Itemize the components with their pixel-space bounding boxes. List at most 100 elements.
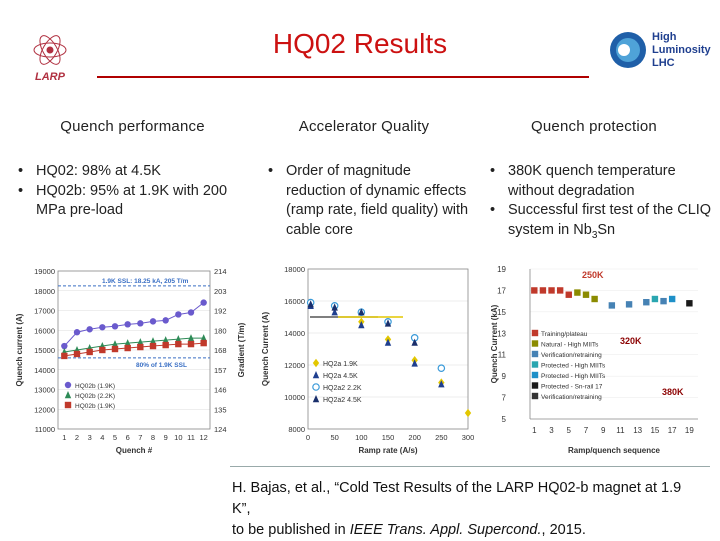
legend-label: Training/plateau [541, 331, 588, 338]
x-tick-label: 15 [650, 426, 659, 435]
y-tick-label: 13000 [34, 386, 55, 395]
data-point [539, 287, 547, 294]
x-tick-label: 2 [75, 433, 79, 442]
y-tick-label: 8000 [288, 425, 305, 434]
x-tick-label: 3 [88, 433, 92, 442]
data-point [200, 339, 207, 347]
data-point [86, 348, 93, 356]
data-point [591, 295, 598, 303]
y-tick-label: 11000 [35, 425, 55, 434]
legend-label: Protected - High MIITs [541, 373, 606, 380]
data-point [437, 364, 446, 373]
data-point [187, 309, 195, 316]
data-point [384, 338, 392, 346]
data-point [411, 359, 418, 367]
y2-axis-label: Gradient (T/m) [237, 322, 246, 377]
hl-lhc-logo: High Luminosity LHC [606, 22, 714, 78]
annotation-80pct: 80% of 1.9K SSL [136, 362, 187, 369]
x-tick-label: 8 [151, 433, 155, 442]
citation-line-2-post: , 2015. [541, 522, 586, 538]
y2-tick-label: 168 [214, 346, 227, 355]
bullet-text: Successful first test of the CLIQ system… [508, 202, 712, 238]
x-tick-label: 5 [113, 433, 117, 442]
data-point [124, 344, 131, 352]
data-point [358, 321, 365, 329]
y-axis-label: Quench Current (A) [261, 312, 270, 387]
legend-label: Natural - High MIITs [541, 342, 599, 349]
y-tick-label: 18000 [34, 287, 55, 296]
x-tick-label: 9 [164, 433, 168, 442]
data-point [565, 291, 572, 298]
citation-line-2: to be published in IEEE Trans. Appl. Sup… [232, 520, 702, 541]
x-tick-label: 1 [62, 433, 66, 442]
legend-label: Protected - High MIITs [541, 363, 606, 370]
data-point [331, 303, 338, 311]
data-point [574, 289, 581, 296]
data-point [331, 308, 338, 316]
legend-marker [531, 361, 539, 368]
citation-line-2-pre: to be published in [232, 522, 350, 538]
legend-label: HQ2a 4.5K [323, 373, 358, 380]
data-point [464, 408, 472, 418]
y-tick-label: 15 [497, 308, 506, 317]
plot-area [307, 268, 469, 430]
y2-tick-label: 214 [214, 267, 227, 276]
legend-label: HQ2a 1.9K [323, 361, 358, 368]
chart-ramp-rate-svg: 8000 10000 12000 14000 16000 18000 0 50 100 150 20… [261, 265, 474, 455]
data-point [162, 341, 169, 349]
bullet-item: HQ02b: 95% at 1.9K with 200 MPa pre-load [14, 182, 250, 221]
data-point [73, 350, 81, 358]
x-tick-label: 50 [330, 433, 338, 442]
hl-logo-line-3: LHC [652, 57, 675, 69]
citation-text: H. Bajas, et al., “Cold Test Results of … [232, 478, 702, 541]
hl-logo-line-1: High [652, 31, 677, 43]
citation-line-1: H. Bajas, et al., “Cold Test Results of … [232, 480, 682, 517]
data-point [61, 352, 68, 360]
data-point [200, 299, 207, 306]
y-tick-label: 7 [502, 394, 507, 403]
y-tick-label: 12000 [284, 361, 305, 370]
x-tick-label: 12 [199, 433, 207, 442]
y2-tick-label: 124 [214, 425, 227, 434]
quench-protection-bullets: 380K quench temperature without degradat… [486, 162, 712, 245]
legend-marker [531, 382, 539, 389]
data-point [149, 337, 157, 345]
annotation-320k: 320K [620, 336, 642, 346]
x-tick-label: 100 [355, 433, 368, 442]
y-axis-label: Quench Current (kA) [490, 304, 499, 383]
heading-quench-performance: Quench performance [60, 118, 205, 135]
data-point [187, 334, 195, 342]
legend-label: Verification/retraining [541, 352, 602, 359]
data-point [149, 318, 157, 325]
x-axis-label: Ramp rate (A/s) [358, 446, 417, 455]
x-tick-label: 19 [685, 426, 694, 435]
bullet-item: Successful first test of the CLIQ system… [486, 201, 712, 245]
data-point [175, 335, 182, 343]
data-point [162, 317, 169, 324]
quench-performance-bullets: HQ02: 98% at 4.5K HQ02b: 95% at 1.9K wit… [14, 162, 250, 221]
data-point [643, 299, 650, 306]
legend-marker [64, 391, 72, 399]
y-tick-label: 14000 [284, 329, 305, 338]
data-point [111, 340, 119, 348]
citation-box [230, 466, 710, 541]
x-tick-label: 7 [584, 426, 589, 435]
y-tick-label: 19 [497, 265, 506, 274]
data-point [124, 321, 131, 328]
data-point [187, 340, 195, 348]
legend-marker [531, 392, 539, 400]
data-point [668, 295, 676, 303]
legend-label: HQ02b (1.9K) [75, 403, 115, 410]
data-point [548, 287, 555, 294]
data-point [137, 343, 144, 351]
annotation-ssl: 1.9K SSL: 18.25 kA, 205 T/m [102, 278, 189, 285]
heading-quench-protection: Quench protection [531, 118, 657, 135]
y-tick-label: 16000 [284, 297, 305, 306]
data-point [73, 329, 81, 336]
y-tick-label: 18000 [284, 265, 305, 274]
y-tick-label: 11 [498, 351, 507, 360]
data-point [307, 300, 314, 308]
legend-marker [531, 340, 539, 347]
x-tick-label: 6 [126, 433, 130, 442]
